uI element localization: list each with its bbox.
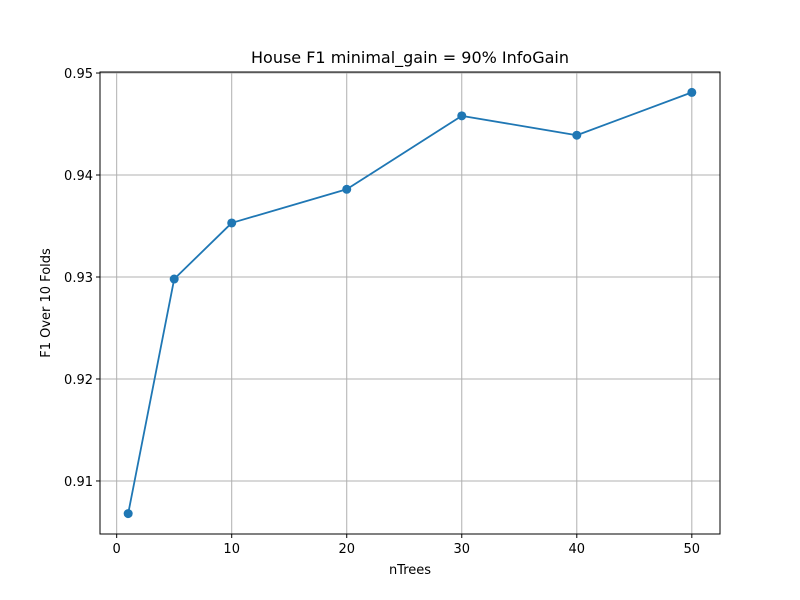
x-tick-label: 50 <box>684 542 701 557</box>
x-tick-label: 10 <box>223 542 240 557</box>
data-point <box>687 87 697 97</box>
x-axis-ticks: 0 10 20 30 40 50 <box>113 534 701 557</box>
data-point <box>572 130 582 140</box>
series-layer <box>123 87 697 519</box>
y-tick-label: 0.93 <box>64 271 93 286</box>
y-tick-label: 0.91 <box>64 475 93 490</box>
y-axis-ticks: 0.91 0.92 0.93 0.94 0.95 <box>64 67 100 490</box>
x-axis-title: nTrees <box>389 563 431 578</box>
x-tick-label: 30 <box>453 542 470 557</box>
data-point <box>457 111 467 121</box>
y-tick-label: 0.92 <box>64 373 93 388</box>
chart-title: House F1 minimal_gain = 90% InfoGain <box>251 48 569 68</box>
x-tick-label: 20 <box>338 542 355 557</box>
y-axis-title: F1 Over 10 Folds <box>39 248 54 358</box>
x-tick-label: 0 <box>113 542 121 557</box>
x-tick-label: 40 <box>569 542 586 557</box>
data-point <box>227 218 237 228</box>
y-tick-label: 0.95 <box>64 67 93 82</box>
data-point <box>342 184 352 194</box>
data-point <box>169 274 179 284</box>
y-tick-label: 0.94 <box>64 169 93 184</box>
plot-frame <box>99 71 721 535</box>
grid-layer <box>100 72 720 534</box>
data-point <box>123 509 133 519</box>
